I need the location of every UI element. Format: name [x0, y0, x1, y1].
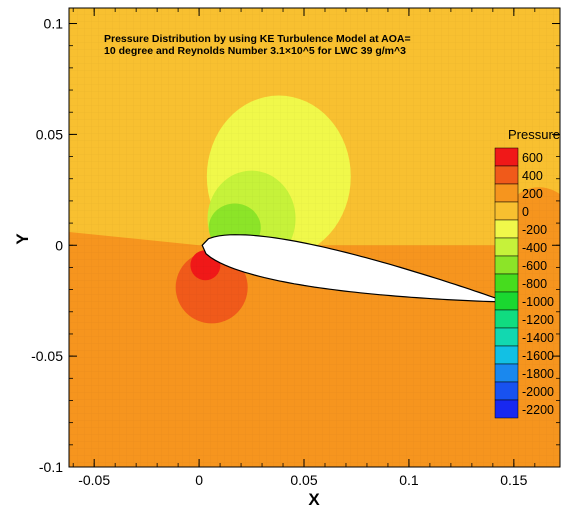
legend-label: -600: [522, 259, 547, 273]
mesh-overlay: [69, 8, 560, 467]
legend-swatch: [494, 147, 519, 167]
legend-swatch: [494, 201, 519, 221]
legend-label: -1000: [522, 295, 554, 309]
legend-swatch: [494, 183, 519, 203]
x-tick-label: 0.1: [399, 472, 419, 488]
legend-label: 0: [522, 205, 529, 219]
x-tick-label: 0: [195, 472, 203, 488]
x-tick-label: 0.15: [500, 472, 527, 488]
legend-label: 200: [522, 187, 543, 201]
y-tick-label: 0.05: [36, 126, 63, 142]
legend-swatch: [494, 237, 519, 257]
legend-label: -2200: [522, 403, 554, 417]
legend-swatch: [494, 255, 519, 275]
chart-title-line-2: 10 degree and Reynolds Number 3.1×10^5 f…: [104, 45, 406, 57]
legend-label: 400: [522, 169, 543, 183]
legend-label: -200: [522, 223, 547, 237]
legend-swatch: [494, 219, 519, 239]
legend-label: -1200: [522, 313, 554, 327]
legend-swatch: [494, 363, 519, 383]
legend-label: -800: [522, 277, 547, 291]
chart-title-line-1: Pressure Distribution by using KE Turbul…: [104, 33, 411, 45]
y-tick-label: 0: [55, 237, 63, 253]
legend-swatch: [494, 165, 519, 185]
plot-frame: [68, 7, 561, 468]
legend-swatch: [494, 345, 519, 365]
legend-title: Pressure: [508, 127, 560, 142]
legend-label: -1800: [522, 367, 554, 381]
y-tick-label: -0.05: [31, 348, 63, 364]
x-tick-label: 0.05: [290, 472, 317, 488]
y-tick-label: -0.1: [39, 459, 63, 475]
legend-swatch: [494, 399, 519, 419]
y-axis-title: Y: [13, 233, 32, 245]
legend-label: -1400: [522, 331, 554, 345]
legend-label: -1600: [522, 349, 554, 363]
x-tick-label: -0.05: [78, 472, 110, 488]
pressure-legend: Pressure 600 400 200 0 -200 -400 -600 -800 -1000…: [494, 127, 560, 419]
legend-swatch: [494, 381, 519, 401]
x-axis-title: X: [308, 490, 320, 509]
legend-label: 600: [522, 151, 543, 165]
airfoil-shape: [201, 234, 505, 303]
legend-label: -2000: [522, 385, 554, 399]
legend-label: -400: [522, 241, 547, 255]
legend-swatch: [494, 273, 519, 293]
legend-swatch: [494, 309, 519, 329]
y-tick-label: 0.1: [44, 16, 64, 32]
legend-swatch: [494, 291, 519, 311]
legend-swatch: [494, 327, 519, 347]
axis-ticks: -0.05 0 0.05 0.1 0.15 -0.1 -0.05 0 0.05 0.1: [31, 8, 560, 488]
